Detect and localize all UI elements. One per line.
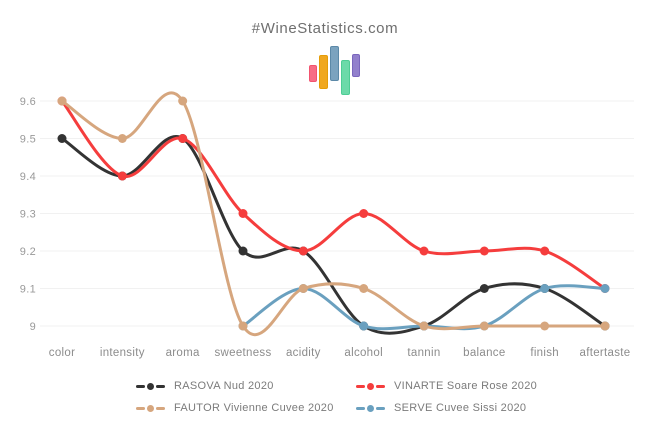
data-point-rasova[interactable] <box>57 134 67 143</box>
legend-dash <box>376 406 385 410</box>
data-point-fautor[interactable] <box>600 321 610 331</box>
legend-dash <box>356 384 365 388</box>
series-line-vinarte <box>60 99 607 290</box>
legend-line-dot-icon <box>136 382 165 390</box>
data-point-fautor[interactable] <box>178 96 188 106</box>
data-point-rasova[interactable] <box>479 284 489 293</box>
data-point-vinarte[interactable] <box>178 134 188 143</box>
legend-line-dot-icon <box>136 404 165 412</box>
x-category-label: intensity <box>100 347 145 359</box>
legend-dash <box>156 406 165 410</box>
data-point-fautor[interactable] <box>540 321 550 331</box>
x-category-label: balance <box>463 347 505 359</box>
data-point-vinarte[interactable] <box>359 209 369 218</box>
legend-dash <box>136 406 145 410</box>
legend-dot <box>367 382 374 390</box>
legend-item-serve[interactable]: SERVE Cuvee Sissi 2020 <box>356 400 526 416</box>
series-line-fautor <box>60 91 607 337</box>
y-tick-label: 9.4 <box>20 171 36 183</box>
x-category-label: sweetness <box>214 347 271 359</box>
legend-label: SERVE Cuvee Sissi 2020 <box>394 402 527 414</box>
data-point-vinarte[interactable] <box>117 171 127 181</box>
data-point-fautor[interactable] <box>359 284 369 293</box>
data-point-serve[interactable] <box>359 321 369 331</box>
data-point-vinarte[interactable] <box>479 246 489 256</box>
legend-line-dot-icon <box>356 382 385 390</box>
data-point-fautor[interactable] <box>238 321 248 331</box>
x-category-label: alcohol <box>344 347 383 359</box>
data-point-fautor[interactable] <box>298 284 308 293</box>
legend-dash <box>356 406 365 410</box>
purple-bar <box>352 54 360 77</box>
data-point-fautor[interactable] <box>117 134 127 143</box>
legend-line-dot-icon <box>356 404 385 412</box>
x-category-label: aroma <box>166 347 200 359</box>
winestatistics-logo-icon <box>309 46 360 96</box>
legend-item-vinarte[interactable]: VINARTE Soare Rose 2020 <box>356 378 537 394</box>
x-category-label: aftertaste <box>580 347 631 359</box>
data-point-vinarte[interactable] <box>540 246 550 256</box>
legend-item-rasova[interactable]: RASOVA Nud 2020 <box>136 378 274 394</box>
y-tick-label: 9.6 <box>20 96 36 108</box>
x-category-label: acidity <box>286 347 321 359</box>
legend-dot <box>147 404 154 412</box>
y-tick-label: 9.3 <box>20 209 36 221</box>
data-point-fautor[interactable] <box>57 96 67 106</box>
y-tick-label: 9.5 <box>20 134 36 146</box>
data-point-fautor[interactable] <box>419 321 429 331</box>
series-line-rasova <box>60 135 607 335</box>
legend-label: FAUTOR Vivienne Cuvee 2020 <box>174 402 334 414</box>
site-title: #WineStatistics.com <box>251 20 399 37</box>
legend-item-fautor[interactable]: FAUTOR Vivienne Cuvee 2020 <box>136 400 334 416</box>
blue-bar <box>330 46 339 81</box>
data-point-rasova[interactable] <box>238 246 248 256</box>
legend-dot <box>147 382 154 390</box>
data-point-fautor[interactable] <box>479 321 489 331</box>
legend-label: RASOVA Nud 2020 <box>174 380 274 392</box>
orange-bar <box>319 55 328 89</box>
x-category-label: tannin <box>407 347 440 359</box>
data-point-serve[interactable] <box>540 284 550 293</box>
chart-legend: RASOVA Nud 2020 VINARTE Soare Rose 2020 FA… <box>0 376 650 422</box>
x-category-label: finish <box>530 347 559 359</box>
y-tick-label: 9.2 <box>20 246 36 258</box>
y-tick-label: 9 <box>30 321 36 333</box>
data-point-vinarte[interactable] <box>238 209 248 218</box>
legend-dash <box>136 384 145 388</box>
legend-dash <box>376 384 385 388</box>
legend-dot <box>367 404 374 412</box>
data-point-serve[interactable] <box>600 284 610 293</box>
data-point-vinarte[interactable] <box>419 246 429 256</box>
green-bar <box>341 60 350 95</box>
legend-label: VINARTE Soare Rose 2020 <box>394 380 538 392</box>
pink-bar <box>309 65 317 82</box>
legend-dash <box>156 384 165 388</box>
y-tick-label: 9.1 <box>20 284 36 296</box>
x-category-label: color <box>49 347 75 359</box>
data-point-vinarte[interactable] <box>298 246 308 256</box>
